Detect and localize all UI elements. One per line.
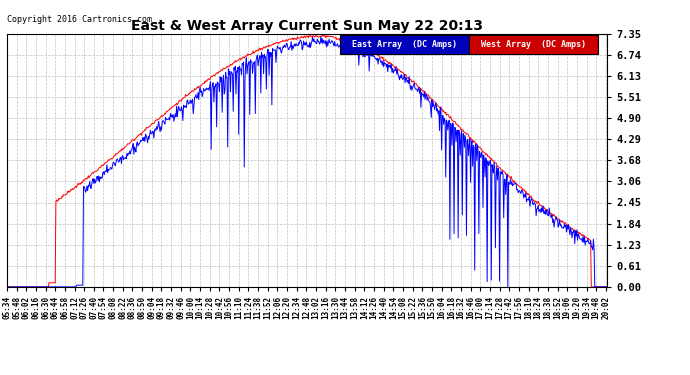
Text: East Array  (DC Amps): East Array (DC Amps): [352, 40, 457, 49]
Text: West Array  (DC Amps): West Array (DC Amps): [481, 40, 586, 49]
FancyBboxPatch shape: [469, 35, 598, 54]
Title: East & West Array Current Sun May 22 20:13: East & West Array Current Sun May 22 20:…: [131, 19, 483, 33]
FancyBboxPatch shape: [340, 35, 469, 54]
Text: Copyright 2016 Cartronics.com: Copyright 2016 Cartronics.com: [7, 15, 152, 24]
